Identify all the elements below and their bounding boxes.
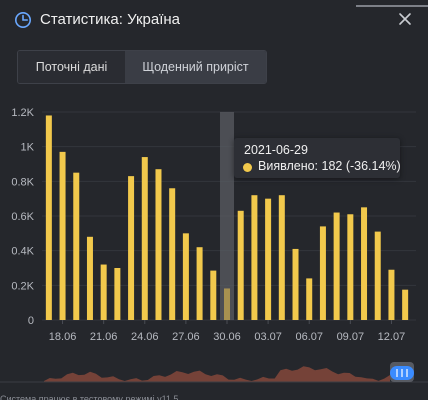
hover-highlight-band [220,112,234,320]
chart-icon [15,12,31,28]
tooltip-value: Виявлено: 182 (-36.14%) [258,159,401,173]
daily-growth-chart: 0 0.2K 0.4K 0.6K 0.8K 1K 1.2K 18.06 21.06 24.06 27… [0,107,428,383]
bar [86,236,93,320]
y-tick-label: 0.6K [11,211,34,223]
bar [169,188,176,320]
tooltip-date: 2021-06-29 [244,143,308,157]
panel-title: Статистика: Україна [40,11,181,28]
x-tick-label: 21.06 [90,331,118,343]
y-tick-label: 0.8K [11,176,34,188]
y-tick-label: 0.4K [11,246,34,258]
y-tick-label: 1.2K [11,107,34,119]
bar [251,195,258,320]
bar [265,198,272,320]
x-tick-label: 03.07 [254,331,282,343]
bar [306,278,313,320]
x-tick-label: 06.07 [295,331,323,343]
bar [333,212,340,320]
view-tabs: Поточні дані Щоденний приріст [17,50,267,84]
bar [155,169,162,320]
tab-daily-growth[interactable]: Щоденний приріст [125,51,266,83]
bar [210,270,217,320]
bar [374,231,381,320]
bar [224,288,230,320]
chart-tooltip: 2021-06-29 Виявлено: 182 (-36.14%) [234,138,401,178]
navigator-series [44,366,390,382]
x-tick-label: 27.06 [172,331,200,343]
bar [128,176,135,320]
bar [73,172,80,320]
panel-header: Статистика: Україна [0,0,428,42]
x-tick-label: 18.06 [49,331,77,343]
close-icon[interactable] [394,8,416,30]
bar [100,264,107,320]
window-accent-bar [356,5,428,7]
x-tick-label: 12.07 [378,331,406,343]
bar [114,268,121,320]
x-tick-label: 09.07 [337,331,365,343]
bar [59,151,66,320]
bar [196,247,203,320]
bar [402,289,409,320]
series-color-dot [243,163,252,172]
bar [292,248,299,320]
bar [347,214,354,320]
bar [182,233,189,320]
bar [361,207,368,320]
y-tick-label: 1K [21,142,35,154]
tab-current-data[interactable]: Поточні дані [18,51,125,83]
bar [45,115,52,320]
bar [237,210,244,320]
x-tick-label: 24.06 [131,331,159,343]
y-tick-label: 0 [28,315,34,327]
y-tick-label: 0.2K [11,280,34,292]
footer-note: Система працює в тестовому режимі v11.5 [0,394,179,400]
navigator-handle[interactable] [390,366,414,380]
x-tick-label: 30.06 [213,331,241,343]
bar [388,269,395,320]
bar [141,157,148,320]
bar [278,195,285,320]
bar [319,226,326,320]
